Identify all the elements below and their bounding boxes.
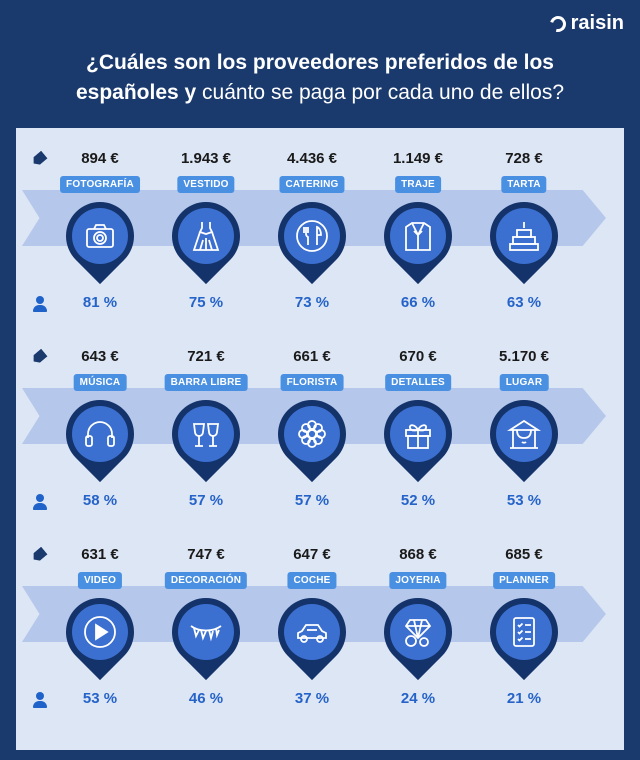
price: 5.170 € [498, 348, 550, 365]
percentage: 73 % [294, 294, 330, 311]
price: 1.149 € [392, 150, 444, 167]
price: 4.436 € [286, 150, 338, 167]
percentage: 37 % [294, 690, 330, 707]
category-label: DECORACIÓN [164, 572, 248, 589]
provider-traje: 1.149 € TRAJE 66 % [368, 128, 468, 326]
price: 685 € [505, 546, 543, 563]
provider-catering: 4.436 € CATERING 73 % [262, 128, 362, 326]
dress-icon [192, 222, 220, 251]
person-icon [32, 494, 48, 510]
category-label: VIDEO [77, 572, 123, 589]
provider-fotografia: 894 € FOTOGRAFÍA 81 % [50, 128, 150, 326]
category-label: COCHE [287, 572, 337, 589]
provider-video: 631 € VIDEO 53 % [50, 524, 150, 722]
cake-icon [509, 222, 539, 251]
category-label: LUGAR [499, 374, 549, 391]
page-title: ¿Cuáles son los proveedores preferidos d… [0, 48, 640, 108]
price: 631 € [81, 546, 119, 563]
camera-icon [86, 224, 114, 248]
provider-decoracion: 747 € DECORACIÓN 46 % [156, 524, 256, 722]
provider-joyeria: 868 € JOYERIA 24 % [368, 524, 468, 722]
category-label: JOYERIA [389, 572, 447, 589]
category-label: FLORISTA [280, 374, 344, 391]
price: 894 € [81, 150, 119, 167]
car-icon [297, 624, 327, 643]
price: 1.943 € [180, 150, 232, 167]
raisin-logo-icon [546, 12, 569, 35]
price: 747 € [187, 546, 225, 563]
percentage: 24 % [400, 690, 436, 707]
row-3: 631 € VIDEO 53 % 747 € DECORACIÓN 46 % 6… [16, 524, 624, 722]
person-icon [32, 692, 48, 708]
category-label: VESTIDO [177, 176, 235, 193]
price: 643 € [81, 348, 119, 365]
gift-icon [405, 424, 431, 449]
title-line-2-bold: españoles y [75, 81, 197, 104]
price: 647 € [293, 546, 331, 563]
price: 728 € [505, 150, 543, 167]
percentage: 81 % [82, 294, 118, 311]
venue-icon [506, 419, 542, 449]
provider-coche: 647 € COCHE 37 % [262, 524, 362, 722]
checklist-icon [513, 617, 535, 647]
provider-florista: 661 € FLORISTA 57 % [262, 326, 362, 524]
provider-vestido: 1.943 € VESTIDO 75 % [156, 128, 256, 326]
provider-barra-libre: 721 € BARRA LIBRE 57 % [156, 326, 256, 524]
cutlery-icon [296, 220, 328, 252]
provider-lugar: 5.170 € LUGAR 53 % [474, 326, 574, 524]
infographic-panel: 894 € FOTOGRAFÍA 81 % 1.943 € VESTIDO 75… [16, 128, 624, 750]
category-label: CATERING [279, 176, 345, 193]
percentage: 46 % [188, 690, 224, 707]
percentage: 52 % [400, 492, 436, 509]
title-line-2-regular: cuánto se paga por cada uno de ellos? [196, 81, 564, 104]
brand-name: raisin [570, 12, 624, 34]
title-line-1: ¿Cuáles son los proveedores preferidos d… [86, 51, 554, 74]
percentage: 58 % [82, 492, 118, 509]
suit-icon [405, 222, 431, 251]
percentage: 53 % [506, 492, 542, 509]
brand-logo: raisin [546, 12, 624, 35]
category-label: FOTOGRAFÍA [60, 176, 140, 193]
bunting-icon [190, 625, 222, 642]
play-icon [84, 616, 116, 648]
provider-planner: 685 € PLANNER 21 % [474, 524, 574, 722]
price: 721 € [187, 348, 225, 365]
category-label: MÚSICA [73, 374, 127, 391]
provider-tarta: 728 € TARTA 63 % [474, 128, 574, 326]
category-label: TRAJE [395, 176, 441, 193]
row-1: 894 € FOTOGRAFÍA 81 % 1.943 € VESTIDO 75… [16, 128, 624, 326]
percentage: 63 % [506, 294, 542, 311]
headphones-icon [85, 421, 115, 447]
row-2: 643 € MÚSICA 58 % 721 € BARRA LIBRE 57 %… [16, 326, 624, 524]
percentage: 75 % [188, 294, 224, 311]
percentage: 66 % [400, 294, 436, 311]
price: 670 € [399, 348, 437, 365]
price-tag-icon [30, 547, 47, 564]
rings-icon [404, 619, 432, 647]
category-label: BARRA LIBRE [164, 374, 248, 391]
category-label: TARTA [501, 176, 547, 193]
price: 868 € [399, 546, 437, 563]
percentage: 57 % [294, 492, 330, 509]
person-icon [32, 296, 48, 312]
wine-glasses-icon [192, 423, 220, 447]
percentage: 57 % [188, 492, 224, 509]
flower-icon [298, 420, 326, 448]
price-tag-icon [30, 349, 47, 366]
percentage: 53 % [82, 690, 118, 707]
percentage: 21 % [506, 690, 542, 707]
category-label: PLANNER [493, 572, 555, 589]
provider-musica: 643 € MÚSICA 58 % [50, 326, 150, 524]
price-tag-icon [30, 151, 47, 168]
provider-detalles: 670 € DETALLES 52 % [368, 326, 468, 524]
price: 661 € [293, 348, 331, 365]
category-label: DETALLES [385, 374, 451, 391]
